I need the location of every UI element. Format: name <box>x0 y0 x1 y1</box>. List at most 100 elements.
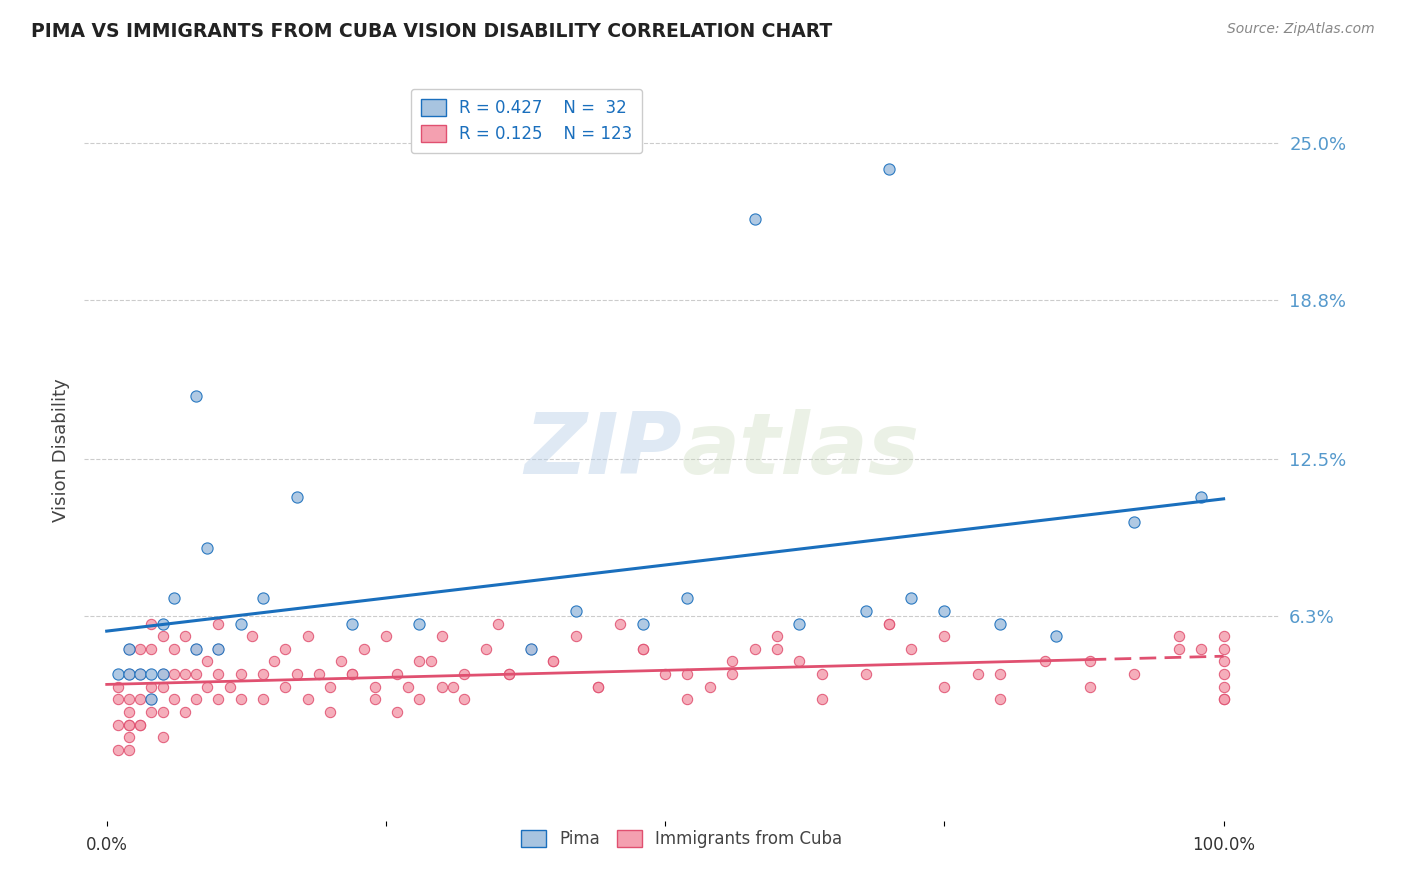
Point <box>744 641 766 656</box>
Point <box>118 667 141 681</box>
Point <box>374 629 396 643</box>
Point <box>118 641 141 656</box>
Point <box>297 692 319 706</box>
Point <box>118 641 141 656</box>
Point <box>129 692 152 706</box>
Point <box>263 655 285 669</box>
Point <box>285 667 308 681</box>
Point <box>676 692 699 706</box>
Legend: Pima, Immigrants from Cuba: Pima, Immigrants from Cuba <box>513 822 851 856</box>
Text: Source: ZipAtlas.com: Source: ZipAtlas.com <box>1227 22 1375 37</box>
Point <box>141 692 163 706</box>
Point <box>430 680 453 694</box>
Point <box>654 667 676 681</box>
Point <box>152 667 174 681</box>
Point <box>934 629 956 643</box>
Point <box>342 667 364 681</box>
Point <box>163 667 186 681</box>
Point <box>229 616 252 631</box>
Point <box>1078 680 1101 694</box>
Point <box>141 667 163 681</box>
Point <box>319 680 342 694</box>
Point <box>1212 629 1234 643</box>
Point <box>498 667 520 681</box>
Point <box>285 490 308 504</box>
Point <box>1168 641 1191 656</box>
Point <box>787 616 810 631</box>
Point <box>1212 667 1234 681</box>
Point <box>173 629 195 643</box>
Point <box>934 604 956 618</box>
Point <box>1212 692 1234 706</box>
Point <box>173 705 195 719</box>
Point <box>385 667 408 681</box>
Point <box>631 641 654 656</box>
Point <box>118 717 141 731</box>
Point <box>195 541 218 555</box>
Point <box>141 616 163 631</box>
Point <box>364 692 387 706</box>
Point <box>342 667 364 681</box>
Point <box>129 667 152 681</box>
Point <box>988 692 1011 706</box>
Point <box>218 680 240 694</box>
Point <box>408 692 430 706</box>
Point <box>353 641 375 656</box>
Point <box>118 692 141 706</box>
Point <box>129 717 152 731</box>
Point <box>877 616 900 631</box>
Point <box>1212 692 1234 706</box>
Point <box>1212 680 1234 694</box>
Point <box>900 641 922 656</box>
Point <box>152 667 174 681</box>
Point <box>195 655 218 669</box>
Point <box>453 667 475 681</box>
Point <box>229 692 252 706</box>
Point <box>609 616 631 631</box>
Point <box>364 680 387 694</box>
Point <box>721 667 744 681</box>
Point <box>744 212 766 227</box>
Point <box>1189 490 1212 504</box>
Point <box>118 743 141 757</box>
Point <box>565 629 588 643</box>
Point <box>855 604 877 618</box>
Point <box>207 616 229 631</box>
Point <box>207 641 229 656</box>
Point <box>252 667 274 681</box>
Point <box>184 692 207 706</box>
Point <box>543 655 565 669</box>
Point <box>699 680 721 694</box>
Point <box>297 629 319 643</box>
Point <box>877 161 900 176</box>
Point <box>498 667 520 681</box>
Point <box>118 667 141 681</box>
Point <box>152 629 174 643</box>
Point <box>810 667 832 681</box>
Point <box>330 655 353 669</box>
Point <box>486 616 509 631</box>
Point <box>163 591 186 606</box>
Text: 100.0%: 100.0% <box>1192 836 1256 854</box>
Point <box>1045 629 1067 643</box>
Point <box>274 641 297 656</box>
Point <box>810 692 832 706</box>
Point <box>240 629 263 643</box>
Point <box>152 731 174 745</box>
Point <box>543 655 565 669</box>
Point <box>252 692 274 706</box>
Point <box>988 667 1011 681</box>
Point <box>184 641 207 656</box>
Point <box>1168 629 1191 643</box>
Point <box>565 604 588 618</box>
Point <box>152 680 174 694</box>
Point <box>766 629 789 643</box>
Point <box>766 641 789 656</box>
Point <box>877 616 900 631</box>
Point <box>129 717 152 731</box>
Text: ZIP: ZIP <box>524 409 682 492</box>
Point <box>195 680 218 694</box>
Y-axis label: Vision Disability: Vision Disability <box>52 378 70 523</box>
Text: PIMA VS IMMIGRANTS FROM CUBA VISION DISABILITY CORRELATION CHART: PIMA VS IMMIGRANTS FROM CUBA VISION DISA… <box>31 22 832 41</box>
Text: atlas: atlas <box>682 409 920 492</box>
